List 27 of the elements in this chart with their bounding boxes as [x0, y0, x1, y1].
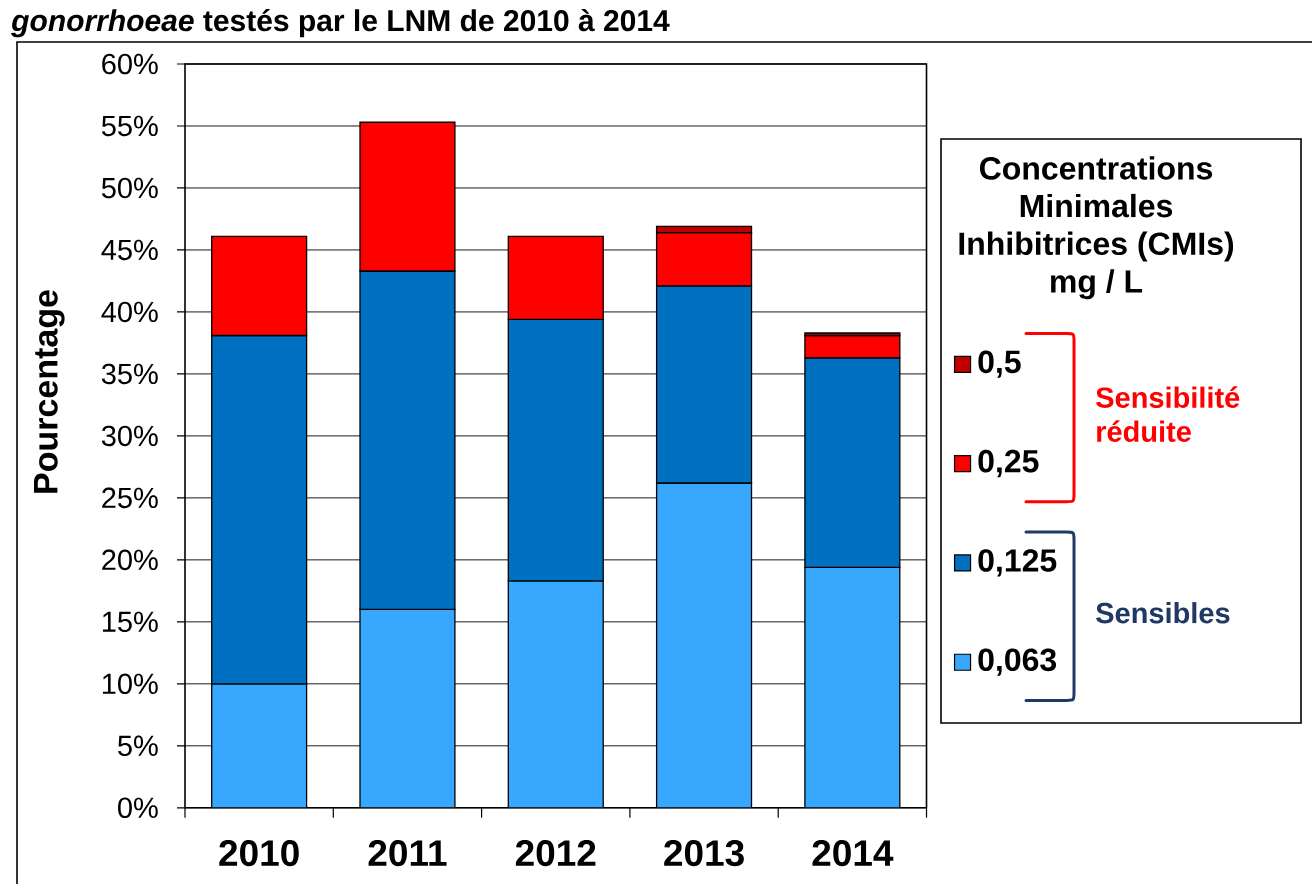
y-tick-label: 10%: [102, 673, 158, 695]
y-tick-label: 45%: [101, 239, 158, 261]
y-tick-label: 0%: [118, 797, 158, 819]
chart-title: gonorrhoeae testés par le LNM de 2010 à 2014: [11, 8, 670, 38]
legend-label: 0,125: [978, 549, 1057, 577]
y-tick-label: 55%: [101, 115, 158, 137]
legend-title: Concentrations Minimales Inhibitrices (CMIs) mg / L: [959, 156, 1234, 300]
y-tick-label: 30%: [101, 425, 158, 447]
legend-label: 0,5: [978, 350, 1021, 378]
x-tick-label: 2011: [368, 840, 447, 867]
y-tick-label: 50%: [101, 177, 158, 199]
y-tick-label: 15%: [102, 611, 158, 633]
y-tick-label: 60%: [102, 53, 158, 75]
x-tick-label: 2010: [219, 840, 299, 867]
text: Sensibilité réduite: [1096, 386, 1240, 442]
y-tick-label: 40%: [101, 301, 158, 323]
x-tick-label: 2012: [515, 840, 596, 867]
y-axis-title: Pourcentage: [34, 290, 65, 493]
text: Sensibles: [1096, 602, 1230, 624]
y-tick-label: 35%: [101, 363, 158, 385]
x-tick-label: 2013: [664, 840, 744, 867]
y-tick-label: 25%: [102, 487, 158, 509]
x-tick-label: 2014: [812, 840, 894, 867]
y-tick-label: 20%: [102, 549, 158, 571]
legend-label: 0,25: [978, 449, 1039, 478]
legend-label: 0,063: [978, 648, 1057, 676]
y-tick-label: 5%: [118, 735, 158, 757]
